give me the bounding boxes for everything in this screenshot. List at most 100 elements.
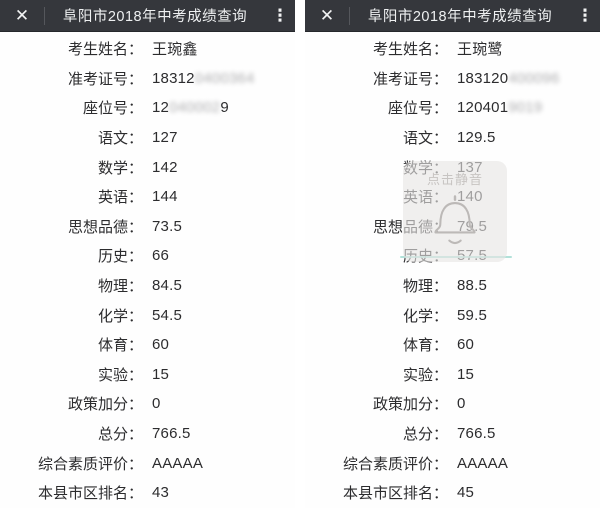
row-value: 0 [152, 395, 161, 413]
row-label: 总分： [402, 426, 448, 444]
row-label: 化学： [402, 307, 448, 325]
row-value: 142 [152, 158, 178, 176]
row-policy-bonus: 政策加分： 0 [305, 389, 600, 419]
row-value: 60 [152, 336, 170, 354]
row-history: 历史： 66 [0, 241, 295, 271]
row-label: 考生姓名： [372, 41, 448, 59]
titlebar-divider [44, 6, 45, 25]
row-label: 物理： [402, 278, 448, 296]
row-value: 王琬鹭 [457, 41, 503, 59]
row-seat-number: 座位号： 120400029 [0, 93, 295, 123]
row-label: 体育： [97, 337, 143, 355]
close-icon[interactable]: ✕ [14, 6, 30, 25]
row-label: 本县市区排名： [342, 485, 448, 503]
score-table: 考生姓名： 王琬鹭 准考证号： 183120400096 座位号： 120401901… [305, 32, 600, 508]
row-experiment: 实验： 15 [305, 360, 600, 390]
redacted-digits: 9019 [508, 99, 543, 117]
row-value: 66 [152, 247, 170, 265]
row-pe: 体育： 60 [305, 330, 600, 360]
row-value: 1204019019 [457, 99, 543, 117]
row-county-rank: 本县市区排名： 45 [305, 478, 600, 508]
row-value: 127 [152, 129, 178, 147]
row-total-score: 总分： 766.5 [305, 419, 600, 449]
row-value: 60 [457, 336, 475, 354]
row-value: 15 [457, 365, 475, 383]
row-physics: 物理： 84.5 [0, 271, 295, 301]
row-chinese: 语文： 127 [0, 123, 295, 153]
row-label: 历史： [97, 248, 143, 266]
mute-toast-label: 点击静音 [426, 172, 483, 187]
menu-icon[interactable]: ⋮ [576, 6, 594, 25]
row-label: 座位号： [82, 100, 143, 118]
row-value: 129.5 [457, 129, 496, 147]
row-seat-number: 座位号： 1204019019 [305, 93, 600, 123]
row-total-score: 总分： 766.5 [0, 419, 295, 449]
row-label: 体育： [402, 337, 448, 355]
row-quality-rating: 综合素质评价： AAAAA [0, 448, 295, 478]
row-label: 综合素质评价： [37, 455, 143, 473]
row-admission-number: 准考证号： 183120400096 [305, 64, 600, 94]
row-ethics: 思想品德： 73.5 [0, 212, 295, 242]
row-experiment: 实验： 15 [0, 360, 295, 390]
row-label: 本县市区排名： [37, 485, 143, 503]
row-value: 120400029 [152, 99, 229, 117]
row-value: 183120400096 [457, 69, 560, 87]
row-chemistry: 化学： 59.5 [305, 300, 600, 330]
row-value: 73.5 [152, 217, 182, 235]
row-value: 766.5 [457, 425, 496, 443]
row-value: 15 [152, 365, 170, 383]
row-label: 准考证号： [67, 70, 143, 88]
row-value: 59.5 [457, 306, 487, 324]
row-value: 0 [457, 395, 466, 413]
row-candidate-name: 考生姓名： 王琬鑫 [0, 34, 295, 64]
redacted-digits: 400096 [508, 69, 560, 87]
row-label: 思想品德： [67, 218, 143, 236]
row-value: 王琬鑫 [152, 41, 198, 59]
row-label: 实验： [97, 366, 143, 384]
row-policy-bonus: 政策加分： 0 [0, 389, 295, 419]
row-label: 综合素质评价： [342, 455, 448, 473]
row-value: AAAAA [152, 454, 204, 472]
titlebar: ✕ 阜阳市2018年中考成绩查询 ⋮ [0, 0, 295, 32]
row-admission-number: 准考证号： 183120400364 [0, 64, 295, 94]
row-label: 准考证号： [372, 70, 448, 88]
row-chinese: 语文： 129.5 [305, 123, 600, 153]
row-value: 45 [457, 484, 475, 502]
row-quality-rating: 综合素质评价： AAAAA [305, 448, 600, 478]
score-panel-left: ✕ 阜阳市2018年中考成绩查询 ⋮ 考生姓名： 王琬鑫 准考证号： 1831204… [0, 0, 295, 508]
row-value: 43 [152, 484, 170, 502]
row-label: 物理： [97, 278, 143, 296]
redacted-digits: 0400364 [194, 69, 255, 87]
row-label: 总分： [97, 426, 143, 444]
row-label: 政策加分： [372, 396, 448, 414]
row-pe: 体育： 60 [0, 330, 295, 360]
redacted-digits: 040002 [169, 99, 221, 117]
close-icon[interactable]: ✕ [319, 6, 335, 25]
menu-icon[interactable]: ⋮ [271, 6, 289, 25]
row-value: 144 [152, 188, 178, 206]
row-chemistry: 化学： 54.5 [0, 300, 295, 330]
row-label: 数学： [97, 159, 143, 177]
row-label: 语文： [97, 130, 143, 148]
page-title: 阜阳市2018年中考成绩查询 [367, 9, 553, 25]
row-label: 考生姓名： [67, 41, 143, 59]
titlebar: ✕ 阜阳市2018年中考成绩查询 ⋮ [305, 0, 600, 32]
row-label: 语文： [402, 130, 448, 148]
row-value: 84.5 [152, 277, 182, 295]
row-label: 实验： [402, 366, 448, 384]
row-math: 数学： 142 [0, 152, 295, 182]
row-label: 化学： [97, 307, 143, 325]
row-physics: 物理： 88.5 [305, 271, 600, 301]
bell-icon [403, 190, 507, 252]
row-label: 座位号： [387, 100, 448, 118]
row-english: 英语： 144 [0, 182, 295, 212]
page-title: 阜阳市2018年中考成绩查询 [62, 9, 248, 25]
row-value: 183120400364 [152, 69, 255, 87]
row-label: 英语： [97, 189, 143, 207]
row-value: 88.5 [457, 277, 487, 295]
row-value: AAAAA [457, 454, 509, 472]
row-candidate-name: 考生姓名： 王琬鹭 [305, 34, 600, 64]
score-panel-right: ✕ 阜阳市2018年中考成绩查询 ⋮ 考生姓名： 王琬鹭 准考证号： 1831204… [305, 0, 600, 508]
mute-toast-overlay[interactable]: 点击静音 [403, 161, 507, 262]
